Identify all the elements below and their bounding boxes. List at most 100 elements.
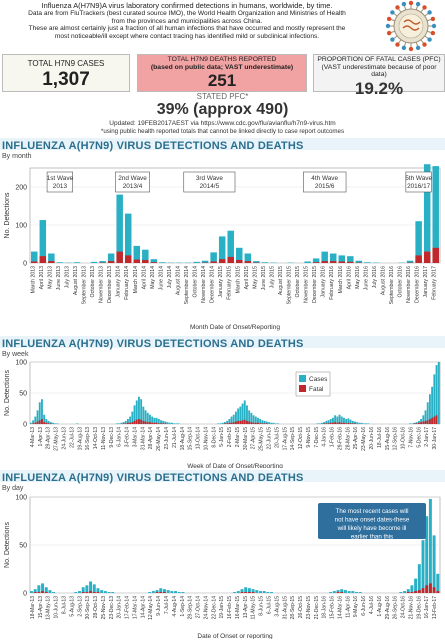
bar-cases [116,194,123,263]
x-tick-label: 6-Jul-15 [266,596,272,614]
bar-cases [107,253,115,263]
x-tick-label: February 2016 [329,266,335,300]
chart-week-subtitle: By week [2,351,29,358]
x-tick-label: 28-Mar-16 [345,427,351,450]
virus-spike-tip [395,42,400,47]
bar-cases [437,362,440,424]
bar-cases [230,416,233,424]
bar-cases [133,405,136,424]
x-tick-label: 10-Jun-13 [54,596,60,619]
x-tick-label: 22-Jun-15 [266,427,272,450]
total-cases-value: 1,307 [42,68,90,90]
bar-fatal [227,256,234,263]
x-tick-label: 27-Oct-14 [196,596,202,618]
virus-spike-tip [395,5,400,10]
bar-fatal [151,422,154,424]
bar-fatal [243,419,246,424]
bar-cases [39,220,47,263]
bar-cases [122,422,125,424]
x-tick-label: 8-Jun-15 [259,596,265,616]
y-tick-label: 100 [15,360,27,367]
bar-cases [118,423,121,424]
x-tick-label: 2-Sep-13 [77,596,83,617]
virus-spike-tip [422,5,427,10]
bar-fatal [162,423,165,424]
y-axis-label: No. Detections [4,370,11,416]
bar-cases [241,403,244,424]
pfc-box: PROPORTION OF FATAL CASES (PFC) (VAST un… [313,54,445,98]
bar-cases [217,423,220,424]
x-tick-label: 18-Jul-16 [377,427,383,448]
x-tick-label: 22-Dec-14 [211,596,217,620]
y-tick-label: 50 [19,543,27,550]
bar-cases [49,422,52,424]
x-tick-label: 28-Apr-14 [148,427,154,449]
total-deaths-box: TOTAL H7N9 DEATHS REPORTED (based on pub… [137,54,307,92]
chart-by-week: 0 50 100 No. Detections 4-Mar-13 1-Apr-13 29-A… [4,360,441,468]
x-tick-label: April 2014 [141,266,147,289]
wave-box [405,171,432,193]
bar-fatal [338,261,346,263]
x-tick-label: 1-Aug-16 [377,596,383,617]
bar-cases [332,591,336,593]
bar-fatal [413,423,416,424]
bar-cases [148,592,152,593]
bar-fatal [210,261,217,263]
x-tick-label: November 2014 [201,266,207,303]
footnote: *using public health reported totals tha… [100,128,345,135]
bar-cases [115,423,118,424]
bar-cases [201,260,209,263]
bar-fatal [48,261,55,263]
bar-cases [329,419,332,424]
bar-fatal [85,592,89,593]
bar-cases [276,423,279,424]
header-line-5: most noticeable/ill except where contact… [54,33,320,41]
x-tick-label: October 2016 [398,266,404,298]
bar-cases [107,592,111,593]
bar-cases [223,422,226,424]
wave-label: 2nd Wave [118,175,147,182]
legend-swatch-cases [299,375,306,382]
bar-cases [135,400,138,424]
x-tick-label: 10-Nov-14 [203,427,209,451]
x-axis-label: Month Date of Onset/Reporting [190,324,280,331]
x-tick-label: 26-Oct-15 [298,596,304,618]
page-header: Influenza A(H7N9)A virus laboratory conf… [0,0,445,52]
chart-month-title: INFLUENZA A(H7N9) VIRUS DETECTIONS AND D… [2,140,304,152]
x-tick-label: 30-Jan-17 [432,427,438,450]
x-tick-label: December 2014 [210,266,216,303]
bar-cases [41,583,45,593]
x-tick-label: 14-Mar-16 [337,596,343,619]
bar-fatal [226,423,229,424]
bar-cases [210,252,217,263]
x-tick-label: 12-Sep-16 [393,427,399,451]
bar-fatal [126,422,129,424]
x-tick-label: July 2016 [372,266,378,288]
bar-fatal [415,423,418,424]
annotation-text: The most recent cases will [336,508,409,515]
x-tick-label: 15-Apr-13 [38,596,44,618]
x-tick-label: September 2015 [287,266,293,304]
x-tick-label: 15-Sep-14 [188,427,194,451]
bar-cases [360,422,363,424]
x-tick-label: 27-May-13 [54,427,60,451]
bar-cases [248,410,251,424]
y-tick-label: 50 [19,391,27,398]
x-tick-label: 29-Feb-16 [337,427,343,450]
x-tick-label: May 2013 [47,266,53,289]
bar-cases [268,422,270,424]
x-tick-label: January 2016 [321,266,327,298]
wave-label: 4th Wave [311,175,338,182]
bar-fatal [162,592,166,593]
bar-fatal [236,259,243,263]
x-tick-label: 1-Sep-14 [180,596,186,617]
bar-cases [140,399,143,424]
bar-cases [345,419,348,424]
bar-cases [146,412,149,424]
bar-cases [233,592,237,593]
bar-fatal [37,592,41,593]
bar-cases [329,253,337,263]
x-tick-label: 31-Aug-15 [282,596,288,620]
x-tick-label: 2-Mar-15 [235,427,241,448]
